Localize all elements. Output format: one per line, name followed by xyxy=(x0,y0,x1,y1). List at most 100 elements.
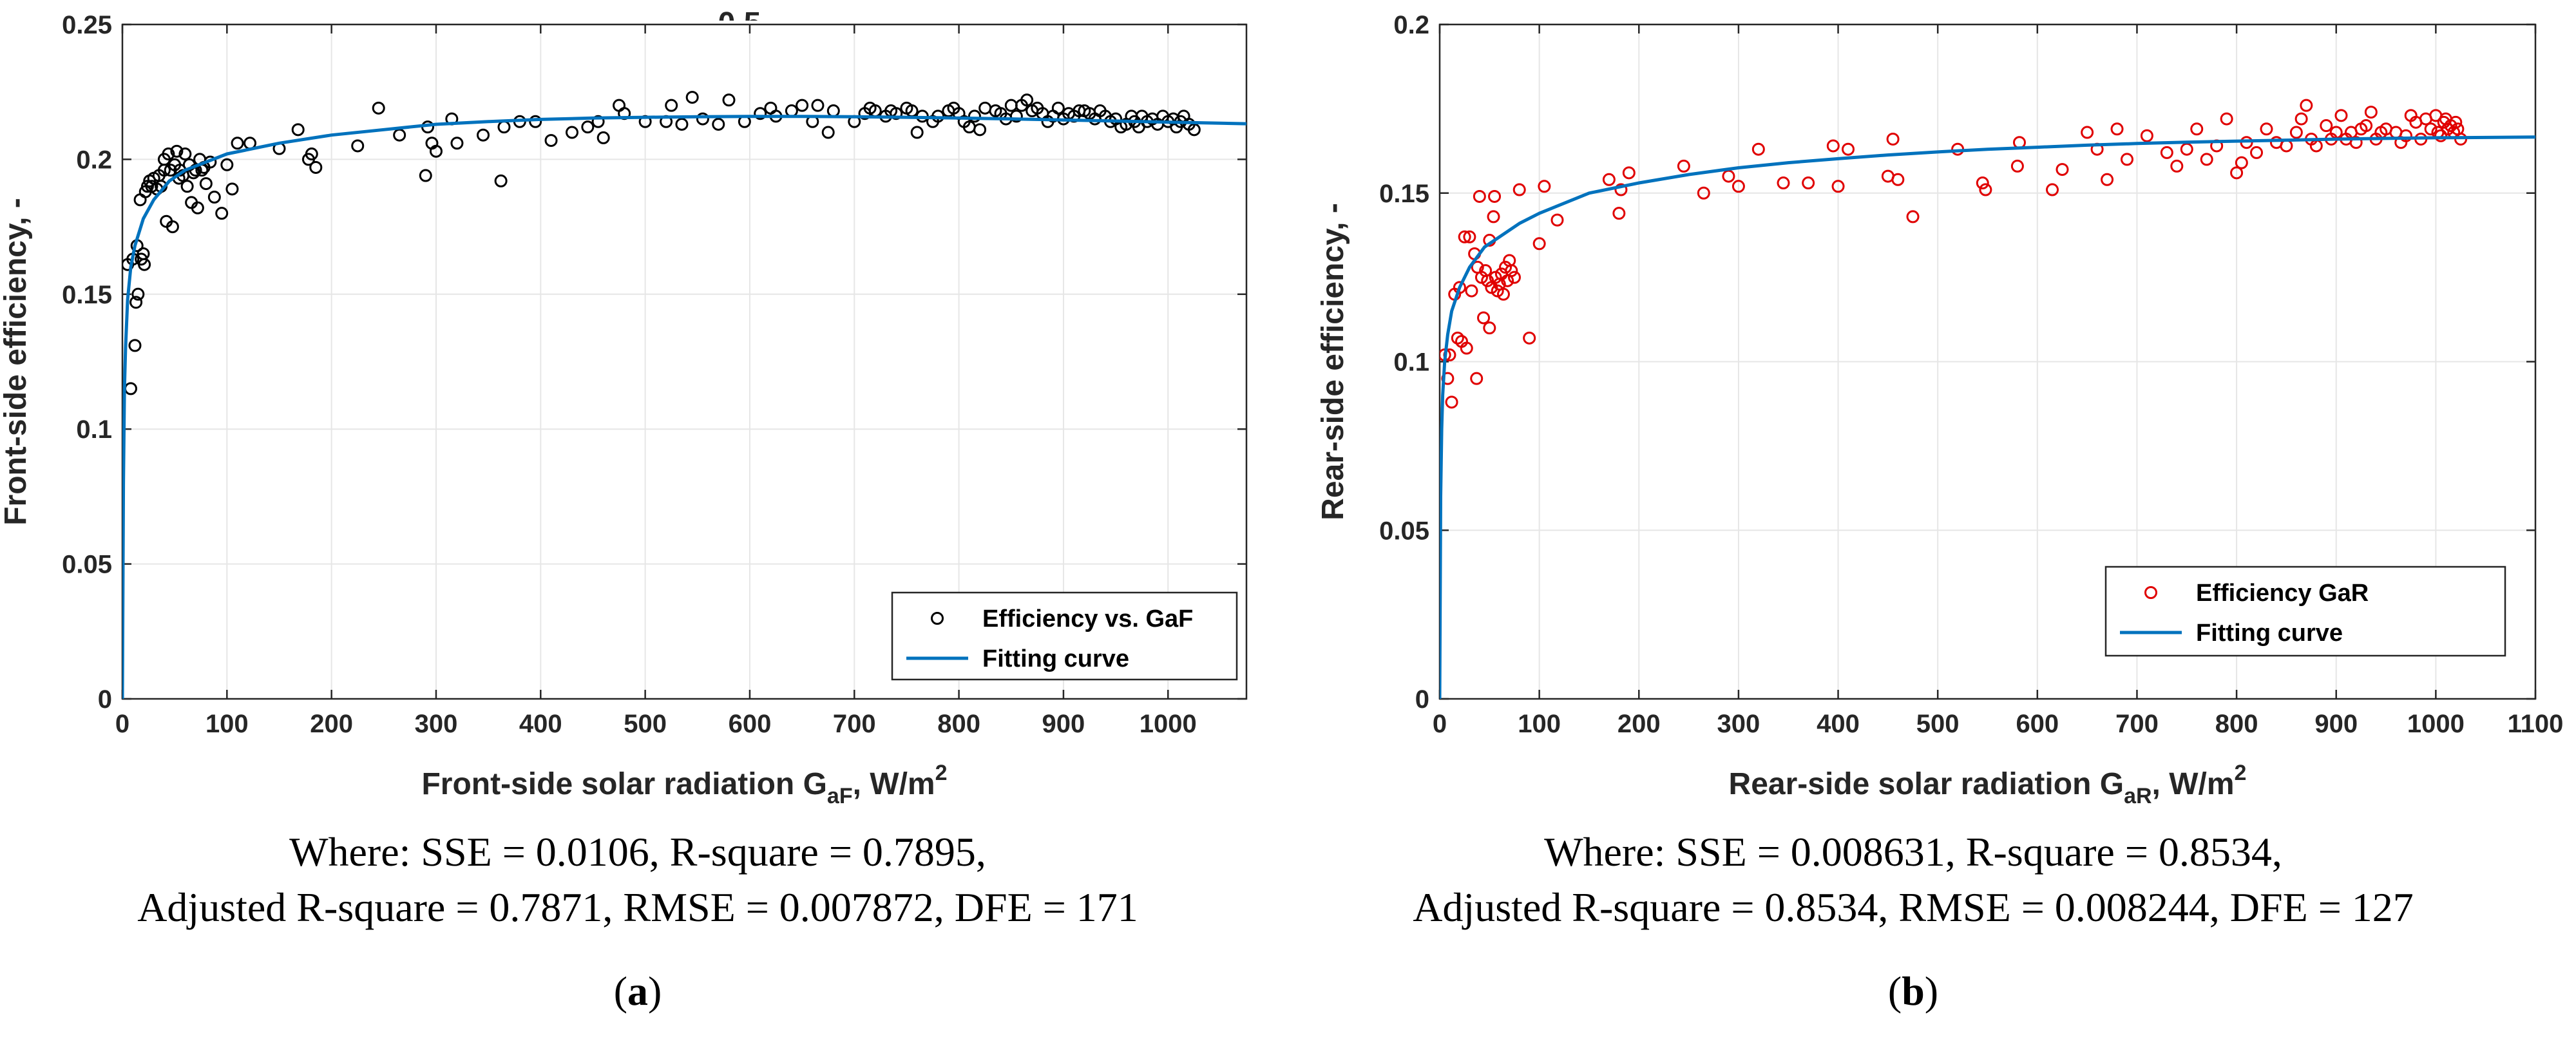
data-point-b-24 xyxy=(1488,189,1502,203)
front-side-efficiency-chart: 0 100 200 300 400 500 600 700 800 900 1000 0 0.05 0.1… xyxy=(0,6,1248,808)
y-tick-label-b-4: 0.2 xyxy=(1393,11,1429,39)
x-tick-label-a-0: 0 xyxy=(115,710,129,738)
data-point-a-4 xyxy=(129,296,143,309)
data-point-a-10 xyxy=(138,258,151,271)
data-point-b-29 xyxy=(1496,287,1510,301)
x-tick-label-b-6: 600 xyxy=(2016,710,2059,738)
legend-b: Efficiency GaR Fitting curve xyxy=(2104,566,2506,657)
data-point-b-42 xyxy=(1614,183,1628,196)
data-point-b-85 xyxy=(2289,126,2303,139)
panel-label-a-open: ( xyxy=(613,968,627,1014)
data-point-a-79 xyxy=(696,112,709,126)
data-point-a-59 xyxy=(429,144,443,158)
data-point-b-99 xyxy=(2364,106,2378,119)
data-point-a-119 xyxy=(1020,93,1034,107)
data-point-b-45 xyxy=(1697,186,1710,200)
fit-stats-b-line2: Adjusted R-square = 0.8534, RMSE = 0.008… xyxy=(1413,884,2414,930)
series-group-a xyxy=(122,91,1246,699)
data-point-a-62 xyxy=(477,128,490,142)
y-axis-label-a: Front-side efficiency, - xyxy=(0,198,33,526)
x-tick-label-b-9: 900 xyxy=(2314,710,2358,738)
data-point-a-77 xyxy=(675,117,689,131)
clipped-top-label: 0.5 xyxy=(718,6,761,41)
y-tick-label-b-3: 0.15 xyxy=(1379,180,1429,208)
x-axis-label-sup-a: 2 xyxy=(935,761,948,785)
data-point-b-82 xyxy=(2260,122,2273,136)
panel-label-b-letter: b xyxy=(1902,968,1925,1014)
legend-a: Efficiency vs. GaF Fitting curve xyxy=(891,591,1238,681)
data-point-b-78 xyxy=(2230,166,2244,180)
x-tick-label-a-4: 400 xyxy=(519,710,562,738)
panel-label-a: (a) xyxy=(0,967,1275,1015)
legend-label-b-1: Fitting curve xyxy=(2196,620,2343,647)
data-point-b-3 xyxy=(1445,395,1458,409)
x-axis-label-sub-b: aR xyxy=(2124,784,2151,808)
data-point-a-22 xyxy=(162,147,175,161)
data-point-b-21 xyxy=(1483,321,1496,335)
data-point-b-81 xyxy=(2250,146,2264,159)
y-axis-label-b: Rear-side efficiency, - xyxy=(1316,203,1350,520)
data-point-a-117 xyxy=(1009,109,1023,123)
y-tick-label-a-0: 0 xyxy=(98,685,112,714)
fit-stats-a: Where: SSE = 0.0106, R-square = 0.7895, … xyxy=(0,824,1275,935)
data-point-b-40 xyxy=(1602,173,1616,186)
axes-box-a xyxy=(121,23,1248,700)
x-tick-label-b-11: 1100 xyxy=(2508,710,2564,738)
y-tick-label-b-1: 0.05 xyxy=(1379,517,1429,545)
data-point-b-41 xyxy=(1612,207,1626,220)
data-point-a-3 xyxy=(128,339,142,352)
fitting-curve-a xyxy=(122,115,1246,699)
data-point-a-26 xyxy=(170,144,184,158)
data-point-a-76 xyxy=(665,99,678,112)
data-point-a-98 xyxy=(890,107,903,120)
data-point-b-64 xyxy=(2056,163,2069,176)
data-point-b-71 xyxy=(2160,146,2173,159)
data-point-b-34 xyxy=(1507,271,1521,284)
x-tick-label-a-8: 800 xyxy=(937,710,980,738)
data-point-b-6 xyxy=(1453,281,1466,294)
data-point-b-119 xyxy=(2449,115,2463,129)
data-point-b-17 xyxy=(1477,311,1491,325)
data-point-b-39 xyxy=(1550,213,1564,227)
data-point-a-24 xyxy=(166,220,179,234)
x-axis-label-a: Front-side solar radiation GaF, W/m2 xyxy=(421,761,947,808)
data-point-b-10 xyxy=(1463,230,1476,243)
data-point-a-69 xyxy=(581,120,595,134)
legend-box-b xyxy=(2104,566,2506,657)
data-point-a-111 xyxy=(973,123,987,137)
x-tick-label-a-1: 100 xyxy=(205,710,249,738)
fit-stats-a-line2: Adjusted R-square = 0.7871, RMSE = 0.007… xyxy=(137,884,1138,930)
data-point-b-63 xyxy=(2046,183,2059,196)
data-point-b-35 xyxy=(1512,183,1526,196)
legend-label-a-0: Efficiency vs. GaF xyxy=(982,605,1193,633)
y-tick-label-a-5: 0.25 xyxy=(62,11,112,39)
data-point-a-101 xyxy=(910,126,924,139)
data-point-b-96 xyxy=(2349,136,2363,149)
data-point-a-90 xyxy=(821,126,835,139)
panel-label-a-close: ) xyxy=(648,968,662,1014)
x-tick-label-b-3: 300 xyxy=(1717,710,1760,738)
legend-marker-a-0 xyxy=(931,612,944,625)
data-point-b-70 xyxy=(2140,129,2153,142)
data-point-a-61 xyxy=(450,137,464,150)
fit-stats-b-line1: Where: SSE = 0.008631, R-square = 0.8534… xyxy=(1544,829,2282,875)
data-point-b-48 xyxy=(1751,142,1765,156)
data-point-b-69 xyxy=(2120,153,2133,166)
data-point-a-125 xyxy=(1051,101,1065,115)
data-point-b-57 xyxy=(1906,210,1920,224)
data-point-a-53 xyxy=(351,139,365,153)
data-point-b-59 xyxy=(1976,176,1989,190)
data-point-a-30 xyxy=(178,147,192,161)
data-point-b-87 xyxy=(2300,99,2313,112)
panel-label-b-close: ) xyxy=(1924,968,1939,1014)
data-point-a-40 xyxy=(199,177,213,191)
y-tick-label-b-0: 0 xyxy=(1415,685,1429,714)
data-point-b-51 xyxy=(1826,139,1840,153)
data-point-a-49 xyxy=(291,123,305,137)
x-tick-label-b-2: 200 xyxy=(1617,710,1661,738)
data-point-a-42 xyxy=(207,191,221,204)
x-axis-label-b: Rear-side solar radiation GaR, W/m2 xyxy=(1729,761,2247,808)
data-point-b-98 xyxy=(2360,119,2373,133)
data-point-b-90 xyxy=(2320,119,2333,133)
y-tick-label-a-4: 0.2 xyxy=(76,146,112,174)
